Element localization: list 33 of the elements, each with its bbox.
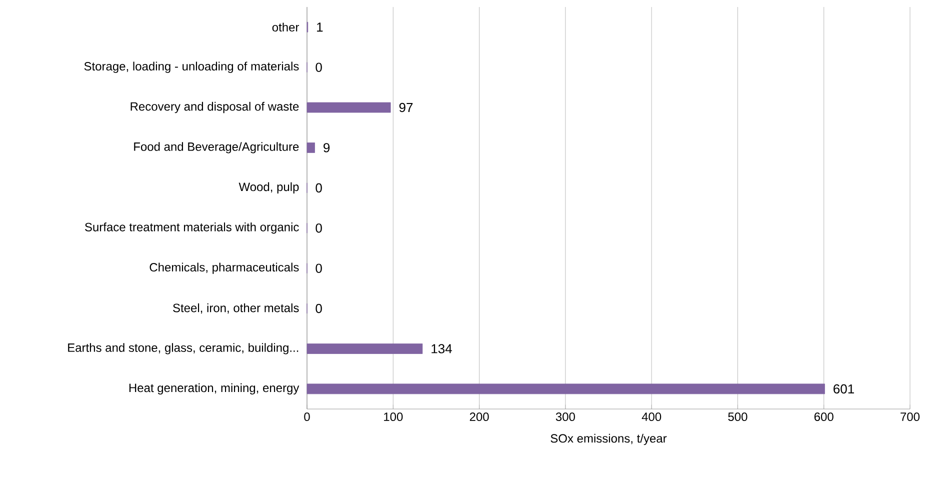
y-tick-label: Steel, iron, other metals xyxy=(173,303,299,314)
data-label: 0 xyxy=(316,62,322,72)
data-label: 1 xyxy=(317,22,323,32)
data-label: 134 xyxy=(432,344,452,354)
x-tick-label: 0 xyxy=(304,412,310,422)
y-tick-label: Recovery and disposal of waste xyxy=(130,102,299,114)
bar xyxy=(306,384,825,394)
y-tick-label: Heat generation, mining, energy xyxy=(129,383,300,394)
data-label: 0 xyxy=(316,304,322,314)
y-tick-label: other xyxy=(272,22,300,32)
y-tick-label: Storage, loading - unloading of materials xyxy=(84,62,299,73)
bar xyxy=(306,142,315,153)
x-tick-label: 200 xyxy=(470,412,489,422)
data-label: 9 xyxy=(324,143,330,152)
y-tick-label: Food and Beverage/Agriculture xyxy=(134,142,299,154)
x-axis-title: SOx emissions, t/year xyxy=(550,434,667,446)
x-tick-label: 600 xyxy=(814,412,834,422)
data-label: 97 xyxy=(399,102,413,112)
y-tick-label: Earths and stone, glass, ceramic, building... xyxy=(68,343,298,354)
x-tick-label: 300 xyxy=(556,412,575,422)
data-label: 0 xyxy=(316,264,322,273)
y-tick-label: Wood, pulp xyxy=(238,182,299,194)
x-tick-label: 100 xyxy=(384,412,403,422)
bar xyxy=(306,102,391,113)
data-label: 0 xyxy=(316,224,322,233)
y-tick-label: Surface treatment materials with organic xyxy=(85,222,299,234)
x-tick-label: 700 xyxy=(900,412,920,422)
x-tick-label: 400 xyxy=(642,412,662,422)
data-label: 601 xyxy=(834,384,854,394)
x-tick-label: 500 xyxy=(728,412,748,422)
y-tick-label: Chemicals, pharmaceuticals xyxy=(150,262,299,274)
bar xyxy=(306,344,423,354)
data-label: 0 xyxy=(316,183,322,193)
